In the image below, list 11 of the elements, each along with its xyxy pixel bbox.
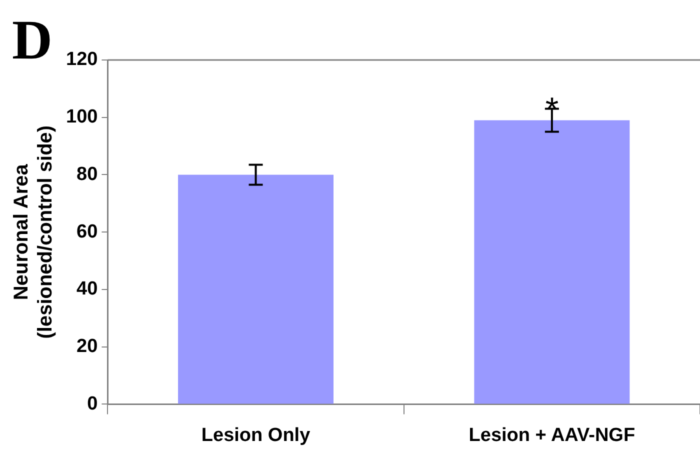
y-tick-label: 40 bbox=[76, 278, 98, 300]
y-tick-label: 80 bbox=[76, 164, 98, 185]
y-tick-label: 20 bbox=[76, 336, 98, 358]
x-tick-label: Lesion Only bbox=[201, 424, 311, 446]
y-tick-label: 100 bbox=[66, 106, 98, 128]
x-tick-label: Lesion + AAV-NGF bbox=[468, 424, 636, 446]
y-tick-label: 120 bbox=[66, 49, 98, 70]
y-axis-title: Neuronal Area (lesioned/control side) bbox=[10, 125, 57, 339]
y-tick-label: 0 bbox=[87, 393, 98, 414]
y-tick-label: 60 bbox=[76, 221, 98, 242]
text: D bbox=[12, 9, 52, 72]
